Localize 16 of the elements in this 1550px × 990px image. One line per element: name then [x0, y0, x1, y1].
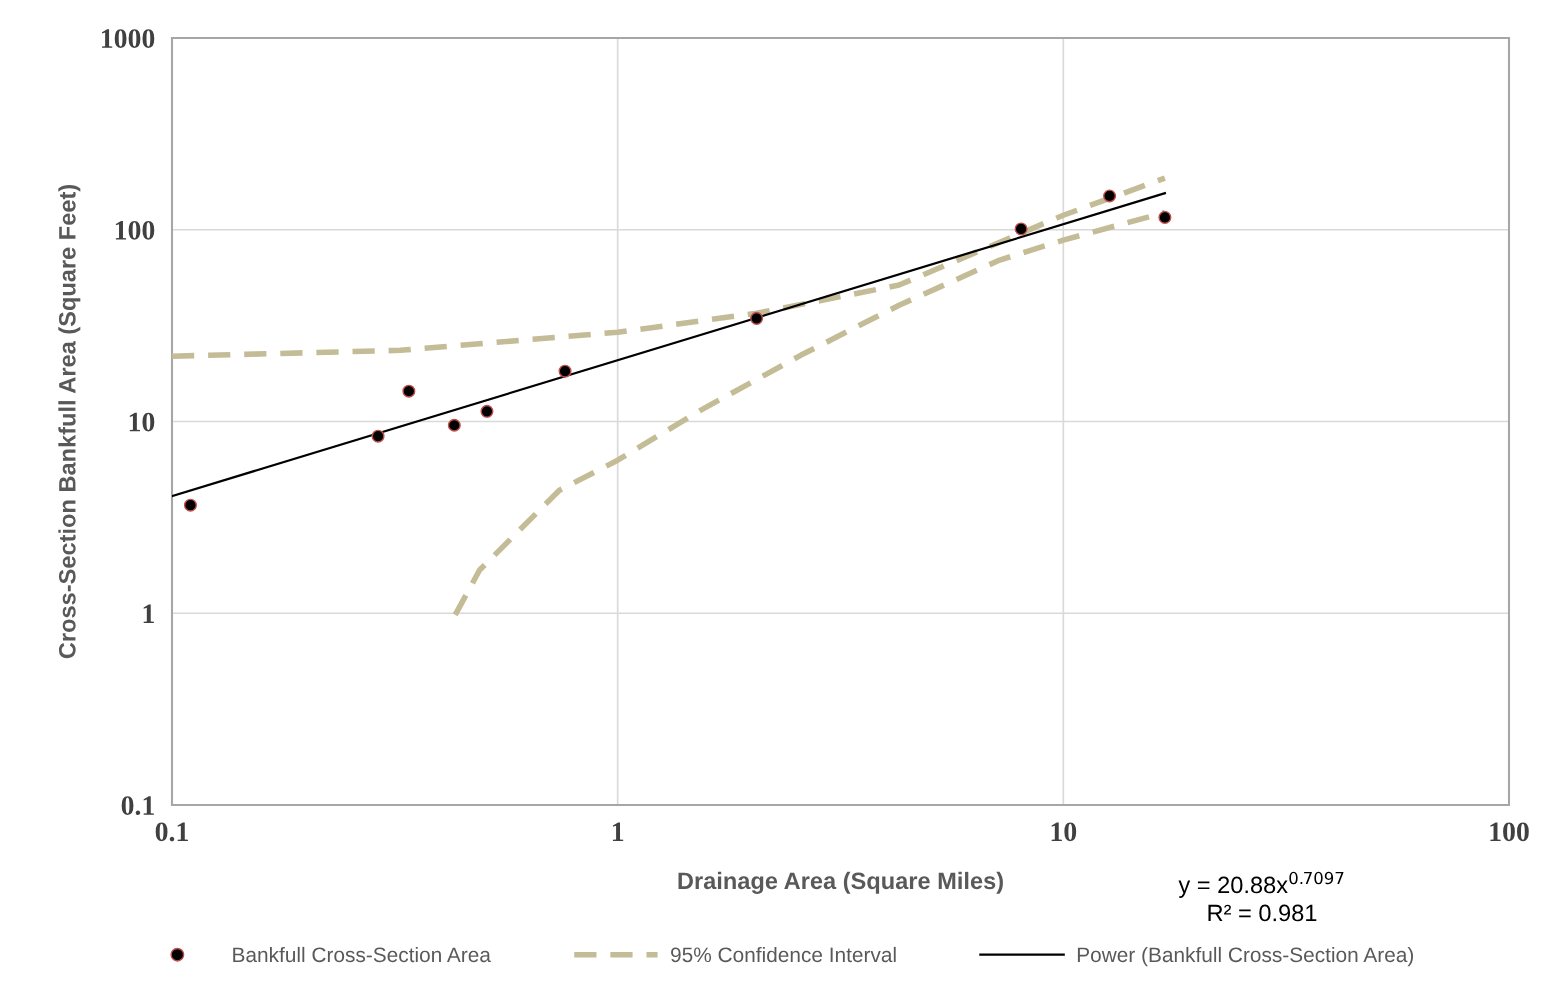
x-tick-label: 1	[612, 822, 624, 841]
text: R² = 0.981	[1208, 904, 1317, 922]
y-tick-label: 1	[143, 604, 154, 623]
x-tick-label: 0.1	[155, 822, 188, 842]
legend-label: Power (Bankfull Cross-Section Area)	[1077, 946, 1414, 967]
y-tick-label: 100	[115, 220, 155, 240]
text: y = 20.88x$^{0.7097}$	[1178, 871, 1344, 898]
x-tick-label: 100	[1490, 822, 1529, 842]
x-axis-title: Drainage Area (Square Miles)	[678, 871, 1003, 894]
x-tick-label: 10	[1051, 822, 1077, 842]
legend-label: Bankfull Cross-Section Area	[233, 946, 491, 963]
y-tick-label: 10	[129, 412, 155, 432]
legend-label: 95% Confidence Interval	[671, 946, 896, 963]
y-axis-title: Cross-Section Bankfull Area (Square Feet)	[58, 184, 81, 659]
y-tick-label: 0.1	[121, 796, 154, 816]
y-tick-label: 1000	[102, 29, 155, 48]
